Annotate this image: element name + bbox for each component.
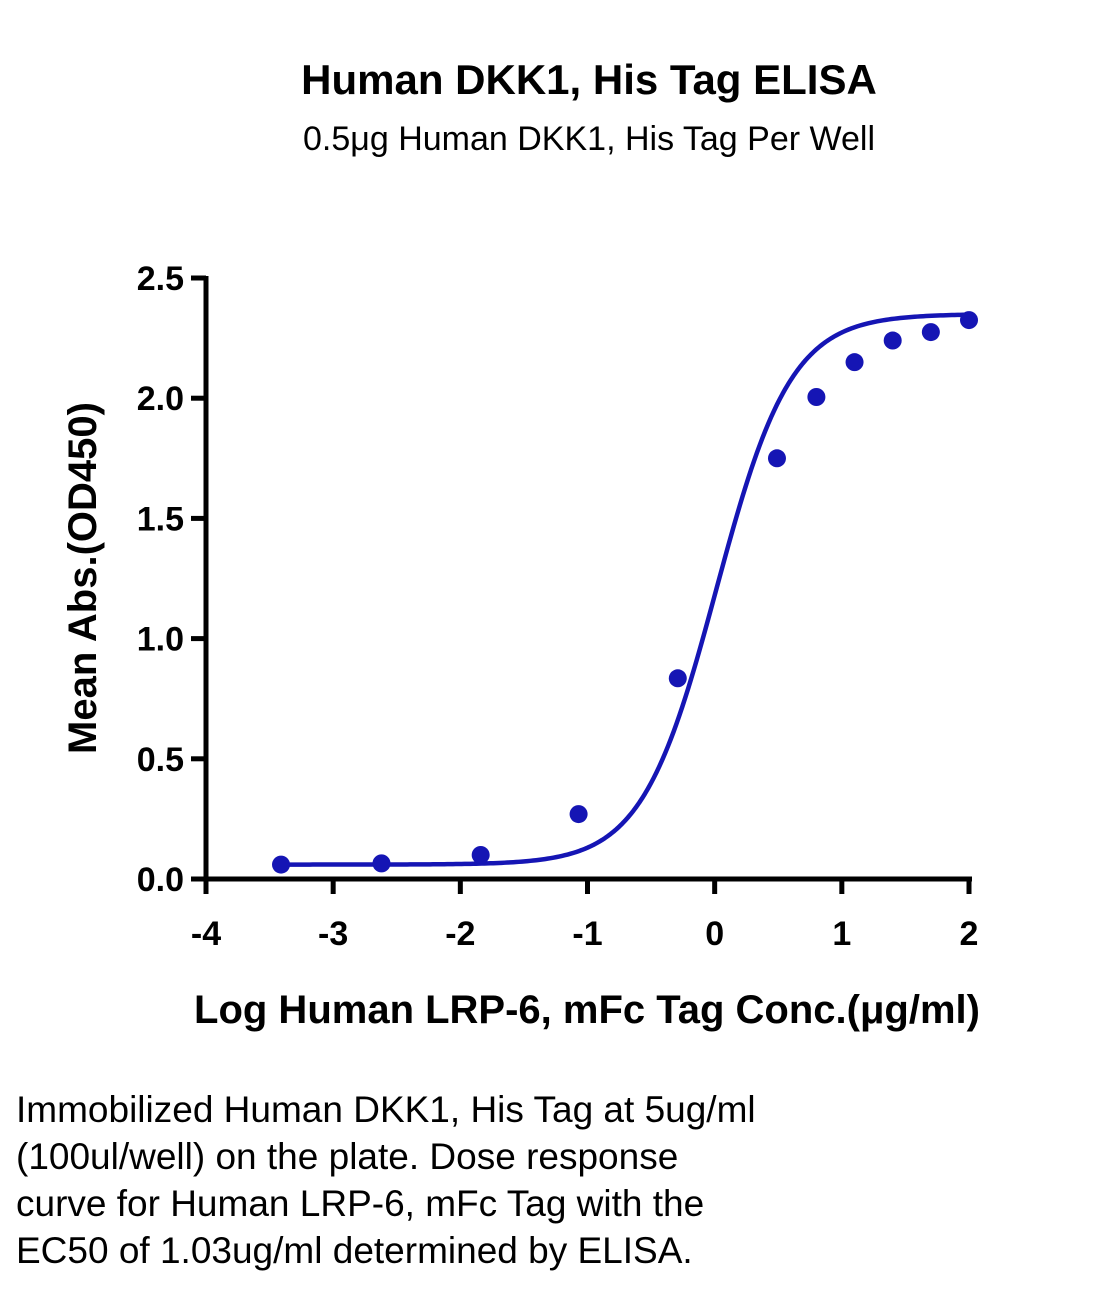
caption-line: EC50 of 1.03ug/ml determined by ELISA. — [16, 1230, 693, 1271]
data-point — [807, 387, 826, 406]
y-tick-label: 1.0 — [137, 621, 184, 659]
x-tick-label: -3 — [318, 915, 348, 953]
elisa-chart: Human DKK1, His Tag ELISA 0.5μg Human DK… — [61, 56, 980, 1032]
data-points — [272, 311, 978, 874]
data-point — [372, 854, 391, 873]
y-tick-label: 1.5 — [137, 500, 184, 538]
figure-caption: Immobilized Human DKK1, His Tag at 5ug/m… — [16, 1086, 1076, 1274]
y-tick-label: 0.5 — [137, 741, 184, 779]
data-point — [272, 855, 291, 874]
x-tick-label: -4 — [191, 915, 221, 953]
fit-curve — [278, 312, 972, 867]
y-axis-label: Mean Abs.(OD450) — [61, 402, 105, 754]
caption-line: (100ul/well) on the plate. Dose response — [16, 1136, 679, 1177]
data-point — [845, 353, 864, 372]
chart-subtitle: 0.5μg Human DKK1, His Tag Per Well — [303, 120, 875, 158]
chart-title: Human DKK1, His Tag ELISA — [301, 56, 877, 103]
y-tick-label: 2.0 — [137, 380, 184, 418]
data-point — [471, 845, 490, 864]
x-tick-label: 0 — [705, 915, 724, 953]
ticks: -4 -3 -2 -1 0 1 2 0.0 0.5 1.0 1.5 2.0 2.5 — [137, 260, 979, 953]
data-point — [668, 669, 687, 688]
caption-line: Immobilized Human DKK1, His Tag at 5ug/m… — [16, 1089, 756, 1130]
data-point — [767, 449, 786, 468]
x-axis-label: Log Human LRP-6, mFc Tag Conc.(μg/ml) — [194, 988, 980, 1032]
fit-curves — [278, 312, 972, 867]
data-point — [883, 331, 902, 350]
data-point — [960, 311, 978, 330]
x-tick-label: 2 — [960, 915, 979, 953]
caption-line: curve for Human LRP-6, mFc Tag with the — [16, 1183, 705, 1224]
x-tick-label: -2 — [445, 915, 475, 953]
x-tick-label: 1 — [832, 915, 851, 953]
data-point — [569, 805, 588, 824]
x-tick-label: -1 — [572, 915, 602, 953]
y-tick-label: 0.0 — [137, 861, 184, 899]
y-tick-label: 2.5 — [137, 260, 184, 298]
data-point — [921, 323, 940, 342]
